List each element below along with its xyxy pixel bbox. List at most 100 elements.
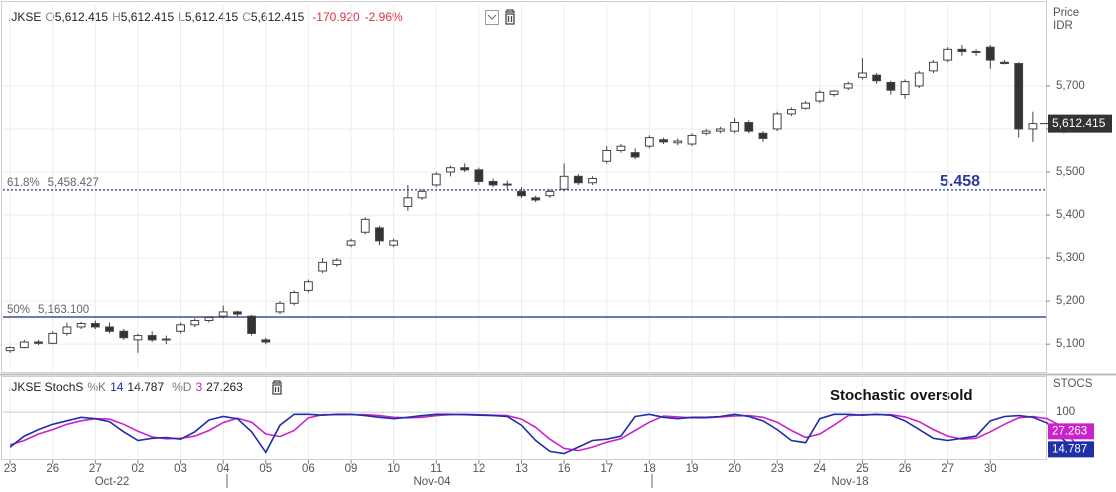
last-price-label: 5,612.415	[1052, 116, 1106, 130]
quote-field-value: 5,612.415	[121, 10, 175, 24]
x-tick-label: 30	[984, 463, 997, 475]
candle-body	[304, 281, 313, 291]
candle-body	[19, 341, 29, 349]
indicator-value-box	[1048, 441, 1094, 458]
y-tick-label: 5,100	[1056, 338, 1085, 350]
candle-body	[105, 326, 114, 332]
x-tick-label: 23	[771, 463, 784, 475]
x-tick-label: 27	[89, 463, 102, 475]
quote-field-value: 5,612.415	[55, 10, 109, 24]
candle-body	[730, 122, 739, 132]
level-name: 50%	[7, 304, 30, 316]
collapse-button[interactable]	[485, 10, 499, 25]
candle-body	[943, 48, 953, 61]
quote-field-label: O	[45, 10, 54, 24]
candle-body	[261, 339, 271, 343]
candle-body	[758, 132, 768, 139]
x-tick-label: 09	[345, 463, 358, 475]
candle-body	[673, 140, 683, 144]
candle-body	[971, 50, 981, 53]
candle-body	[929, 61, 938, 72]
last-price-box	[1048, 114, 1112, 133]
x-tick-label: 27	[941, 463, 954, 475]
y-tick-label: 5,400	[1056, 209, 1085, 221]
candle-body	[1014, 63, 1024, 130]
candle-body	[176, 324, 185, 332]
candle-body	[460, 167, 470, 171]
x-tick-label: 17	[600, 463, 613, 475]
period-label: Nov-04	[413, 476, 451, 488]
x-tick-label: 13	[515, 463, 528, 475]
level-value: 5,163.100	[38, 304, 89, 316]
candle-body	[90, 323, 100, 328]
candle-body	[829, 90, 839, 96]
candle-body	[232, 311, 242, 315]
candle-body	[34, 341, 43, 344]
candle-body	[900, 81, 910, 96]
x-tick-label: 12	[472, 463, 485, 475]
candle-body	[161, 338, 171, 341]
legend-value: 27.263	[206, 380, 243, 394]
x-tick-label: 19	[686, 463, 699, 475]
quote-field-label: H	[112, 10, 121, 24]
candle-body	[403, 197, 413, 207]
level-name: 61.8%	[7, 177, 40, 189]
candle-body	[786, 109, 796, 115]
candle-body	[1000, 61, 1009, 65]
candle-body	[801, 102, 811, 109]
candle-body	[76, 323, 86, 328]
candle-body	[858, 72, 867, 78]
candle-body	[815, 91, 825, 102]
candle-body	[1028, 123, 1038, 130]
quote-field-label: L	[178, 10, 185, 24]
candle-body	[687, 134, 697, 145]
x-tick-label: 20	[728, 463, 741, 475]
candle-body	[715, 128, 725, 132]
candle-body	[517, 190, 526, 197]
x-tick-label: 16	[558, 463, 571, 475]
level-value: 5,458.427	[48, 177, 99, 189]
quote-change-pct: -2.96%	[365, 10, 403, 24]
legend-period: 14	[110, 380, 124, 394]
quote-field-label: C	[242, 10, 251, 24]
indicator-value-label: 14.787	[1052, 443, 1087, 455]
y-axis-title: Price	[1053, 7, 1079, 19]
x-tick-label: 26	[899, 463, 912, 475]
y-axis-unit: IDR	[1053, 20, 1073, 32]
x-tick-label: 25	[856, 463, 869, 475]
candle-body	[204, 316, 214, 322]
indicator-title: .JKSE StochS	[8, 380, 83, 394]
candle-body	[474, 169, 484, 182]
candle-body	[488, 180, 498, 186]
y-tick-label: 5,700	[1056, 80, 1085, 92]
candle-body	[346, 240, 356, 246]
candle-body	[431, 173, 441, 186]
candle-body	[531, 197, 541, 201]
candle-body	[985, 46, 995, 61]
candle-body	[701, 130, 711, 134]
candle-body	[360, 218, 370, 233]
legend-period: 3	[195, 380, 202, 394]
x-tick-label: 26	[46, 463, 59, 475]
x-tick-label: 05	[259, 463, 272, 475]
quote-icons	[485, 9, 515, 25]
candle-body	[318, 261, 328, 272]
quote-field-value: 5,612.415	[185, 10, 239, 24]
candle-body	[502, 183, 512, 186]
level-annotation: 5.458	[940, 173, 980, 190]
candle-body	[119, 330, 129, 339]
candle-body	[843, 83, 853, 89]
delete-button[interactable]	[505, 9, 515, 25]
candle-body	[332, 259, 342, 266]
indicator-annotation: Stochastic oversold	[830, 387, 973, 404]
candle-body	[446, 167, 455, 173]
period-label: Oct-22	[95, 476, 130, 488]
candle-body	[147, 335, 157, 341]
delete-indicator-button[interactable]	[272, 380, 282, 395]
x-tick-label: 10	[387, 463, 400, 475]
candle-body	[872, 74, 882, 82]
candle-body	[275, 302, 285, 313]
candle-body	[5, 347, 15, 352]
candle-body	[559, 175, 569, 190]
